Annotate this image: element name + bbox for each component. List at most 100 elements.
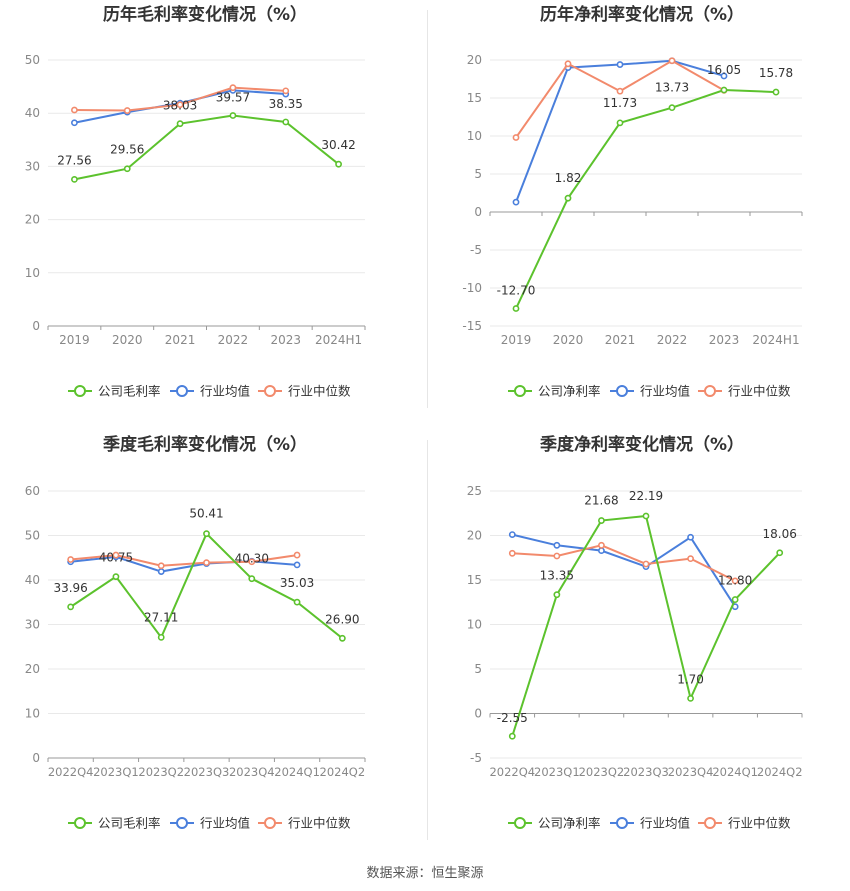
- data-point: [293, 551, 301, 559]
- legend-label: 行业中位数: [288, 816, 351, 831]
- series-line: [512, 533, 736, 608]
- data-point: [71, 106, 78, 114]
- data-point: [123, 107, 131, 114]
- data-point: [564, 60, 572, 68]
- data-point: [642, 560, 650, 568]
- data-label: 40.75: [99, 551, 133, 565]
- legend-marker: [514, 385, 526, 397]
- y-tick-label: 25: [467, 484, 482, 498]
- y-tick-label: 60: [25, 484, 40, 498]
- x-tick-label: 2019: [501, 333, 532, 347]
- x-tick-label: 2023Q4: [668, 765, 714, 779]
- y-tick-label: 0: [474, 707, 482, 721]
- x-tick-label: 2024H1: [752, 333, 799, 347]
- legend-label: 公司毛利率: [98, 816, 161, 831]
- data-label: 11.73: [603, 96, 637, 110]
- legend-marker: [616, 817, 628, 829]
- y-tick-label: 50: [25, 53, 40, 67]
- legend-marker: [514, 817, 526, 829]
- chart-title: 季度毛利率变化情况（%）: [103, 434, 307, 455]
- data-label: 1.70: [677, 672, 704, 686]
- x-tick-label: 2023: [270, 333, 301, 347]
- data-point: [598, 541, 605, 549]
- chart-panel-quarterly-gross: 季度毛利率变化情况（%） 0 10 20 30 40 50 60 2022Q4 2023Q1 202…: [0, 430, 425, 850]
- data-point: [720, 72, 728, 80]
- data-label: 1.82: [555, 171, 582, 185]
- data-label: 27.11: [144, 610, 178, 624]
- chart-panel-annual-gross: 历年毛利率变化情况（%） 0 10 20 30 40 50 2019 2020 2021 2022 2…: [0, 0, 425, 420]
- data-label: 39.57: [216, 90, 250, 104]
- data-point: [553, 541, 561, 549]
- x-tick-label: 2022Q4: [48, 765, 94, 779]
- chart-annual-net: 历年净利率变化情况（%） -15 -10 -5 0 5 10 15 20 2019 2020 2021…: [462, 4, 803, 399]
- data-point: [564, 194, 572, 202]
- data-label: 26.90: [325, 612, 359, 626]
- legend-marker: [264, 385, 276, 397]
- data-label: 40.30: [235, 552, 269, 566]
- y-tick-label: 40: [25, 573, 40, 587]
- data-source-note: 数据来源：恒生聚源: [366, 866, 484, 881]
- data-point: [616, 119, 624, 127]
- x-tick-label: 2023: [709, 333, 740, 347]
- series-line: [74, 114, 340, 181]
- data-label: 33.96: [53, 581, 87, 595]
- series-line: [511, 514, 781, 737]
- y-tick-label: -5: [470, 751, 482, 765]
- chart-title: 季度净利率变化情况（%）: [540, 434, 744, 455]
- data-point: [123, 165, 131, 173]
- data-label: 38.03: [163, 99, 197, 113]
- data-label: 21.68: [584, 494, 618, 508]
- legend-label: 行业均值: [200, 816, 250, 831]
- data-label: 16.05: [707, 63, 741, 77]
- data-label: 12.80: [718, 574, 752, 588]
- x-tick-label: 2024Q2: [757, 765, 803, 779]
- chart-title: 历年毛利率变化情况（%）: [103, 4, 307, 25]
- y-tick-label: 0: [474, 205, 482, 219]
- data-point: [553, 591, 561, 599]
- data-point: [157, 633, 165, 641]
- data-point: [282, 87, 290, 95]
- data-point: [176, 101, 184, 109]
- legend-label: 行业均值: [640, 816, 690, 831]
- data-point: [731, 577, 739, 585]
- data-label: 30.42: [321, 138, 355, 152]
- data-point: [176, 120, 184, 128]
- data-point: [112, 551, 120, 559]
- data-point: [616, 61, 624, 68]
- x-tick-label: 2023Q3: [623, 765, 669, 779]
- y-tick-label: -15: [462, 319, 482, 333]
- data-label: -2.55: [497, 711, 528, 725]
- data-label: 50.41: [189, 507, 223, 521]
- legend-marker: [264, 817, 276, 829]
- data-point: [553, 552, 561, 560]
- legend-label: 行业均值: [640, 384, 690, 399]
- data-point: [203, 559, 210, 567]
- data-point: [642, 512, 650, 520]
- y-tick-label: 50: [25, 529, 40, 543]
- y-tick-label: 15: [467, 91, 482, 105]
- chart-panel-annual-net: 历年净利率变化情况（%） -15 -10 -5 0 5 10 15 20 2019 2020 2021…: [430, 0, 850, 420]
- y-tick-label: 40: [25, 106, 40, 120]
- chart-quarterly-net: 季度净利率变化情况（%）-505101520252022Q42023Q12023…: [467, 434, 803, 831]
- legend-marker: [704, 817, 716, 829]
- data-label: -12.70: [497, 284, 536, 298]
- vertical-divider-top: [427, 10, 428, 408]
- data-label: 13.73: [655, 81, 689, 95]
- legend-label: 公司净利率: [538, 816, 601, 831]
- y-tick-label: 20: [25, 662, 40, 676]
- legend-label: 公司毛利率: [98, 384, 161, 399]
- x-tick-label: 2023Q3: [184, 765, 230, 779]
- x-tick-label: 2024Q1: [712, 765, 758, 779]
- data-point: [687, 694, 694, 702]
- series-line: [515, 59, 725, 203]
- x-tick-label: 2023Q2: [138, 765, 184, 779]
- legend-label: 公司净利率: [538, 384, 601, 399]
- y-tick-label: 30: [25, 159, 40, 173]
- x-tick-label: 2024Q1: [274, 765, 320, 779]
- data-point: [668, 104, 676, 112]
- data-point: [203, 530, 210, 538]
- data-point: [293, 561, 301, 569]
- data-point: [616, 87, 624, 95]
- y-tick-label: 0: [32, 751, 40, 765]
- legend-marker: [176, 817, 188, 829]
